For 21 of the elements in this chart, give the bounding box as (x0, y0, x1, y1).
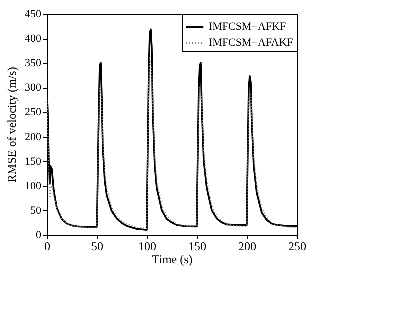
x-axis-title: Time (s) (152, 252, 193, 266)
y-tick-label: 100 (25, 180, 42, 192)
x-tick-label: 100 (138, 240, 156, 254)
y-tick-label: 450 (25, 8, 42, 20)
x-tick-label: 200 (238, 240, 256, 254)
legend-label: IMFCSM−AFKF (209, 21, 286, 33)
y-tick-label: 150 (25, 156, 42, 168)
x-tick-label: 0 (44, 240, 50, 254)
y-tick-label: 300 (25, 82, 42, 94)
x-tick-label: 50 (92, 240, 104, 254)
y-tick-label: 400 (25, 33, 42, 46)
y-tick-label: 350 (25, 58, 42, 70)
line-series (47, 58, 297, 230)
y-tick-label: 0 (36, 230, 42, 242)
legend-label: IMFCSM−AFAKF (209, 37, 294, 49)
x-tick-label: 250 (288, 240, 306, 254)
y-tick-label: 200 (25, 131, 42, 144)
y-tick-label: 250 (25, 106, 42, 119)
y-tick-label: 50 (30, 204, 42, 217)
x-tick-label: 150 (188, 240, 206, 254)
y-axis-title: RMSE of velocity (m/s) (5, 67, 19, 183)
